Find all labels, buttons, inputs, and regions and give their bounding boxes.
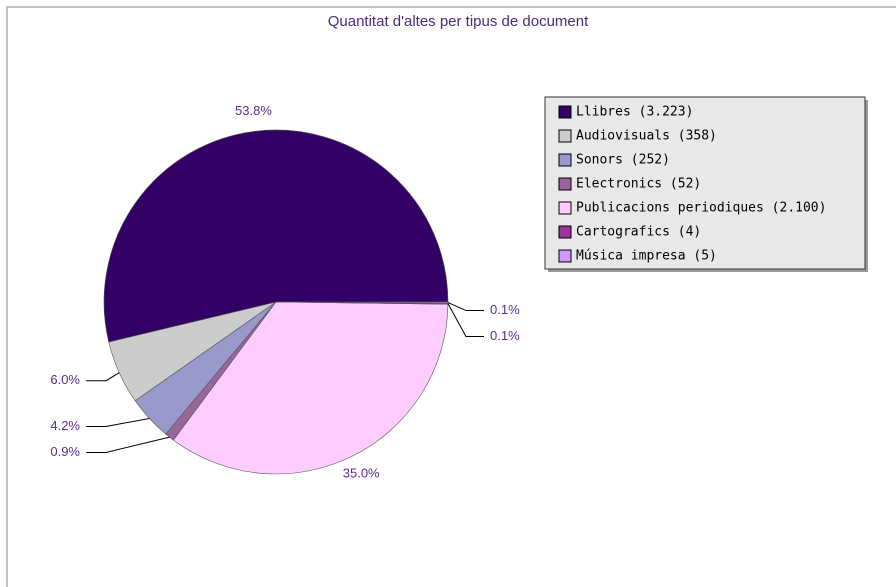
- legend-swatch: [558, 201, 572, 215]
- legend-label: Electronics (52): [576, 177, 701, 192]
- legend-swatch: [558, 177, 572, 191]
- legend-label: Llibres (3.223): [576, 105, 693, 120]
- legend-label: Música impresa (5): [576, 249, 717, 264]
- legend-label: Audiovisuals (358): [576, 129, 717, 144]
- slice-label: 53.8%: [235, 103, 272, 118]
- legend-label: Sonors (252): [576, 153, 670, 168]
- legend-swatch: [558, 249, 572, 263]
- pie-slice: [173, 301, 449, 475]
- leader-line: [447, 303, 484, 338]
- legend-swatch: [558, 153, 572, 167]
- legend-swatch: [558, 105, 572, 119]
- legend-label: Publicacions periodiques (2.100): [576, 201, 826, 216]
- leader-line: [86, 417, 150, 427]
- legend-label: Cartografics (4): [576, 225, 701, 240]
- legend-swatch: [558, 129, 572, 143]
- chart-title: Quantitat d'altes per tipus de document: [328, 13, 589, 30]
- slice-label: 4.2%: [50, 418, 80, 433]
- pie-slice: [103, 129, 449, 343]
- slice-label: 0.1%: [490, 302, 520, 317]
- legend-swatch: [558, 225, 572, 239]
- slice-label: 0.9%: [50, 444, 80, 459]
- slice-label: 0.1%: [490, 328, 520, 343]
- legend: [544, 96, 866, 270]
- leader-line: [86, 436, 170, 453]
- leader-line: [447, 302, 484, 312]
- slice-label: 35.0%: [343, 465, 380, 480]
- slice-label: 6.0%: [50, 372, 80, 387]
- leader-line: [86, 372, 120, 382]
